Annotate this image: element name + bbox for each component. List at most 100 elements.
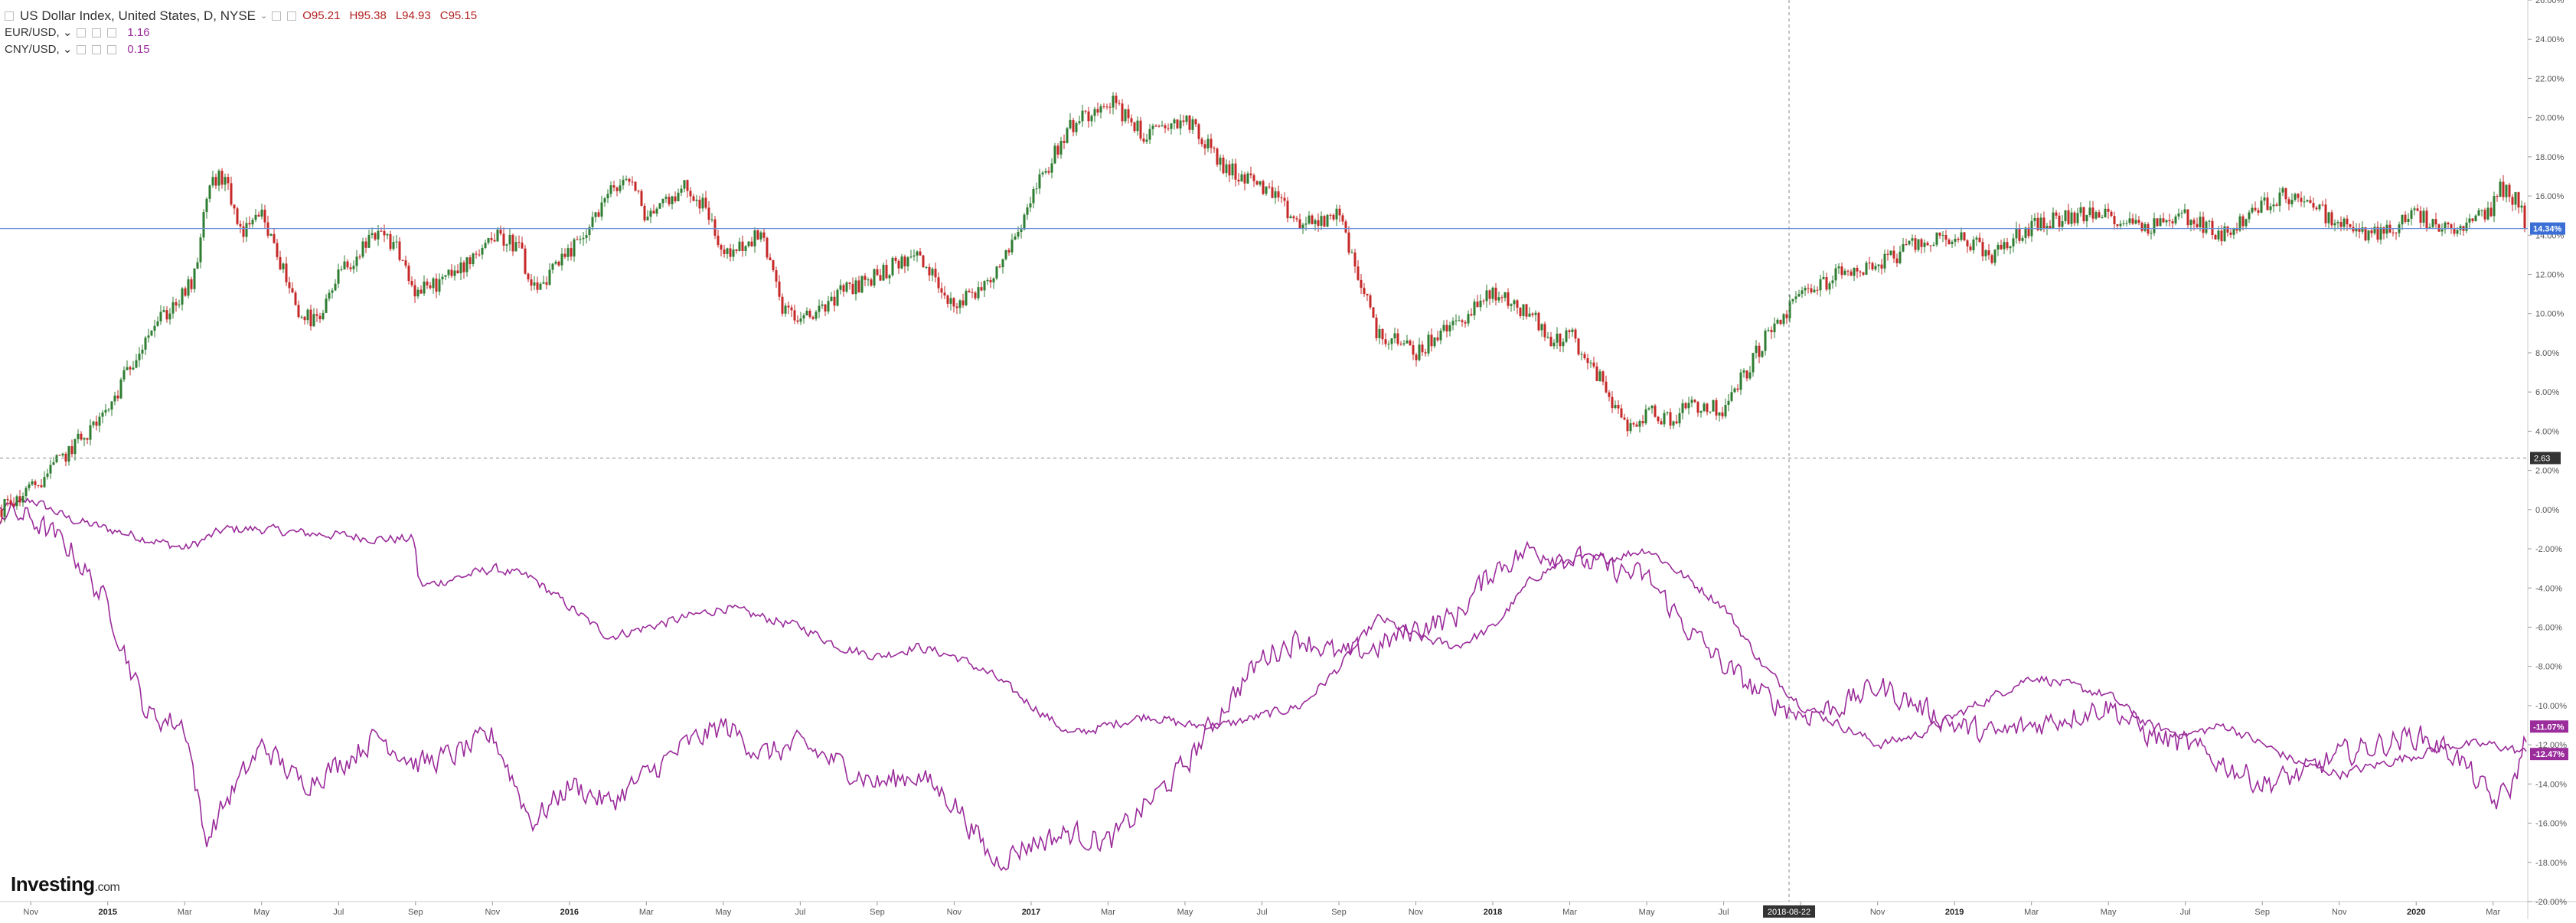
settings-box-icon[interactable] — [272, 11, 282, 21]
close-box-icon[interactable] — [287, 11, 297, 21]
candle-body — [2098, 212, 2101, 218]
candle-body — [2511, 197, 2514, 205]
candle-body — [1605, 381, 1608, 393]
candle-body — [2373, 227, 2376, 233]
candle-body — [1957, 239, 1960, 240]
candle-body — [1822, 277, 1825, 279]
candle-body — [18, 496, 21, 503]
candle-body — [1301, 224, 1304, 229]
overlay-label[interactable]: EUR/USD, ⌄ — [5, 26, 73, 39]
candle-body — [1657, 416, 1660, 422]
candle-body — [1672, 421, 1675, 426]
candle-body — [1718, 412, 1721, 416]
candle-body — [220, 171, 224, 185]
visibility-box-icon[interactable] — [92, 28, 102, 38]
candle-body — [138, 354, 141, 360]
candle-body — [1877, 264, 1880, 266]
candle-body — [1341, 215, 1344, 222]
candle-body — [297, 305, 300, 318]
candle-body — [52, 462, 55, 465]
candle-body — [450, 269, 453, 276]
candle-body — [2294, 194, 2297, 201]
candle-body — [2266, 197, 2269, 210]
y-tick-label: 16.00% — [2535, 192, 2565, 201]
chevron-down-icon[interactable]: ⌄ — [260, 11, 268, 21]
candle-body — [190, 279, 193, 289]
candle-body — [1721, 412, 1724, 417]
x-tick-label: Jul — [795, 908, 805, 917]
candle-body — [355, 256, 358, 266]
candle-body — [181, 288, 184, 305]
candle-body — [1093, 109, 1096, 116]
y-tick-label: -12.00% — [2535, 741, 2567, 750]
candle-body — [2422, 210, 2425, 223]
y-tick-label: -20.00% — [2535, 898, 2567, 907]
candle-body — [2281, 188, 2284, 193]
candle-body — [717, 235, 720, 246]
candle-body — [579, 239, 582, 240]
candle-body — [2520, 205, 2523, 208]
candle-body — [833, 296, 836, 306]
x-tick-label: Jul — [2180, 908, 2191, 917]
candle-body — [2379, 227, 2382, 240]
candle-body — [2352, 227, 2355, 232]
candle-body — [398, 241, 401, 260]
candle-body — [1194, 119, 1197, 125]
candle-body — [1148, 129, 1151, 140]
candle-body — [300, 316, 303, 318]
candle-body — [101, 413, 104, 417]
candle-body — [1892, 250, 1895, 259]
close-box-icon[interactable] — [107, 28, 117, 38]
candle-body — [196, 262, 199, 269]
candle-body — [857, 280, 860, 293]
candle-body — [2257, 210, 2260, 213]
candle-body — [1280, 197, 1283, 199]
candle-body — [1445, 325, 1448, 332]
candle-body — [922, 255, 925, 268]
settings-box-icon[interactable] — [77, 45, 87, 54]
collapse-toggle-icon[interactable] — [5, 11, 14, 21]
settings-box-icon[interactable] — [77, 28, 87, 38]
candle-body — [1375, 317, 1378, 338]
visibility-box-icon[interactable] — [92, 45, 102, 54]
candle-body — [591, 217, 594, 227]
candle-body — [643, 205, 646, 220]
candle-body — [1200, 139, 1203, 145]
candle-body — [658, 203, 661, 209]
x-tick-label: 2020 — [2407, 908, 2425, 917]
candle-body — [31, 481, 34, 484]
candle-body — [70, 446, 73, 455]
y-tick-label: 4.00% — [2535, 427, 2559, 436]
candle-body — [1010, 240, 1014, 253]
overlay-end-badge — [2530, 720, 2568, 733]
candle-body — [1534, 312, 1537, 315]
candle-body — [879, 275, 882, 281]
candle-body — [606, 194, 609, 199]
candle-body — [1102, 106, 1105, 107]
candle-body — [499, 230, 502, 234]
close-box-icon[interactable] — [107, 45, 117, 54]
candle-body — [438, 279, 441, 292]
candle-body — [1632, 422, 1635, 425]
candle-body — [505, 244, 508, 246]
candle-body — [603, 198, 606, 203]
candle-body — [1568, 330, 1571, 332]
candle-body — [1797, 293, 1801, 297]
candle-body — [2079, 207, 2082, 214]
candle-body — [1941, 234, 1944, 236]
candle-body — [95, 421, 98, 426]
candle-body — [1531, 313, 1534, 315]
candle-body — [2303, 201, 2306, 203]
overlay-label[interactable]: CNY/USD, ⌄ — [5, 43, 73, 56]
candle-body — [1439, 330, 1442, 341]
candle-body — [1240, 174, 1243, 182]
candle-body — [358, 256, 361, 258]
candle-body — [655, 208, 658, 214]
candle-body — [1464, 321, 1467, 324]
candle-body — [1482, 300, 1485, 302]
investing-logo: Investing.com — [11, 872, 120, 896]
candle-body — [2355, 228, 2358, 232]
candle-body — [2312, 203, 2315, 208]
